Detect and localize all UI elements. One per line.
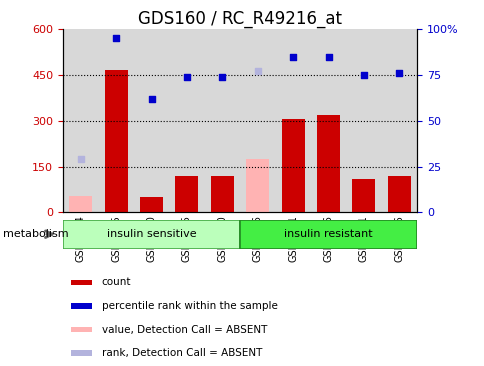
Bar [275, 29, 310, 212]
Point [112, 36, 120, 41]
Bar [240, 29, 275, 212]
Text: insulin sensitive: insulin sensitive [106, 229, 196, 239]
Bar [63, 220, 240, 249]
Bar [69, 195, 92, 212]
Point [394, 70, 402, 76]
Bar [71, 350, 92, 356]
Bar [71, 303, 92, 309]
Point [76, 156, 85, 162]
Point [288, 54, 296, 60]
Bar [281, 119, 304, 212]
Bar [317, 115, 339, 212]
Point [147, 96, 155, 102]
Text: count: count [102, 277, 131, 287]
Bar [169, 29, 204, 212]
Text: rank, Detection Call = ABSENT: rank, Detection Call = ABSENT [102, 348, 262, 358]
Bar [352, 179, 375, 212]
Point [218, 74, 226, 80]
Text: value, Detection Call = ABSENT: value, Detection Call = ABSENT [102, 325, 267, 335]
Point [182, 74, 190, 80]
Bar [211, 176, 233, 212]
Bar [71, 327, 92, 332]
Point [253, 68, 261, 74]
Text: insulin resistant: insulin resistant [284, 229, 372, 239]
Bar [240, 220, 416, 249]
Text: percentile rank within the sample: percentile rank within the sample [102, 301, 277, 311]
Bar [204, 29, 240, 212]
Bar [105, 71, 127, 212]
Bar [140, 197, 163, 212]
Bar [98, 29, 134, 212]
Bar [310, 29, 346, 212]
Title: GDS160 / RC_R49216_at: GDS160 / RC_R49216_at [138, 10, 341, 28]
Text: metabolism: metabolism [3, 229, 69, 239]
Point [359, 72, 367, 78]
Bar [381, 29, 416, 212]
Bar [63, 29, 98, 212]
Bar [71, 280, 92, 285]
Bar [346, 29, 381, 212]
Bar [134, 29, 169, 212]
Bar [246, 159, 269, 212]
Bar [387, 176, 410, 212]
Point [324, 54, 332, 60]
Bar [175, 176, 198, 212]
